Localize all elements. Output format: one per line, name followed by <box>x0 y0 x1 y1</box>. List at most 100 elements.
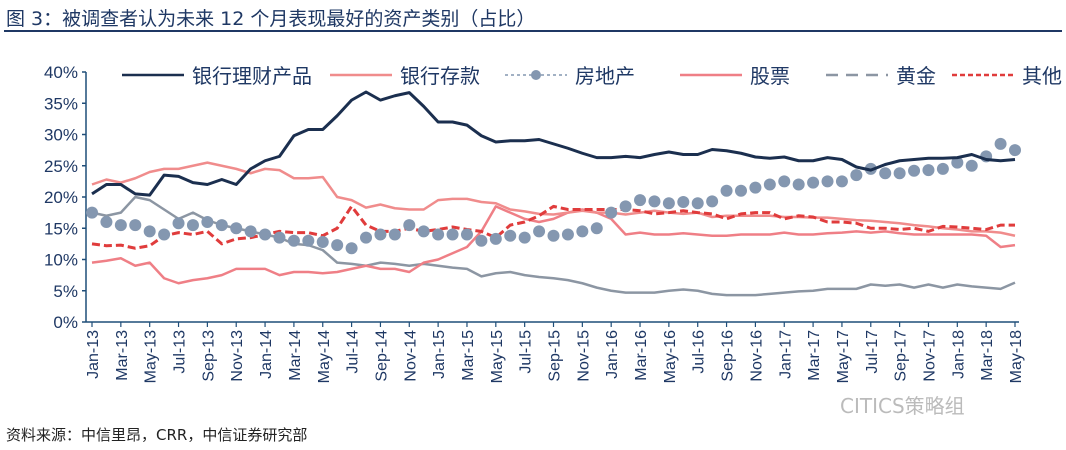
series-2-point <box>648 195 661 208</box>
series-2-point <box>432 228 445 241</box>
watermark: CITICS策略组 <box>840 394 965 418</box>
y-tick-label: 0% <box>53 313 78 332</box>
series-2-point <box>186 219 199 232</box>
x-tick-label: Jan-18 <box>950 330 967 379</box>
series-2-point <box>259 228 272 241</box>
x-tick-label: May-18 <box>1008 330 1025 383</box>
legend-label-3: 股票 <box>750 64 790 88</box>
series-2-point <box>677 196 690 208</box>
series-2-point <box>821 175 834 188</box>
series-5-line <box>91 204 1015 250</box>
series-2-point <box>1009 144 1021 157</box>
series-2-point <box>345 242 358 255</box>
series-2-point <box>316 236 329 248</box>
x-tick-label: Sep-17 <box>893 330 910 382</box>
series-2-point <box>951 156 964 169</box>
series-2-point <box>835 175 848 188</box>
series-1-line <box>91 161 1016 237</box>
series-2-point <box>749 181 762 194</box>
x-tick-label: Jul-13 <box>172 330 189 374</box>
series-2-point <box>850 169 863 182</box>
series-2-point <box>489 232 502 245</box>
source-note: 资料来源：中信里昂，CRR，中信证券研究部 <box>6 426 308 444</box>
series-2-point <box>576 225 589 238</box>
x-tick-label: Jan-17 <box>777 330 794 379</box>
x-tick-label: Sep-16 <box>720 330 737 382</box>
x-tick-label: May-14 <box>316 330 333 383</box>
series-0-line <box>91 90 1016 197</box>
series-2-point <box>388 228 401 241</box>
series-2-point <box>417 225 430 238</box>
y-tick-label: 30% <box>44 126 78 145</box>
series-2-point <box>936 162 949 175</box>
legend-marker-2 <box>531 70 541 80</box>
series-2-point <box>215 219 228 232</box>
series-2-point <box>792 178 805 191</box>
series-2-point <box>720 184 733 197</box>
series-2-point <box>201 216 214 228</box>
series-2-point <box>590 222 603 235</box>
series-2-point <box>244 225 257 238</box>
series-2-point <box>460 228 473 241</box>
x-tick-label: Nov-17 <box>921 330 938 382</box>
x-tick-label: Sep-15 <box>547 330 564 382</box>
series-2-point <box>273 231 286 244</box>
title-divider <box>4 30 1062 32</box>
series-2-point <box>518 231 531 244</box>
series-2-point <box>230 222 243 235</box>
y-tick-label: 10% <box>44 251 78 270</box>
series-2-point <box>446 228 459 241</box>
x-tick-label: Jan-13 <box>85 330 102 379</box>
x-tick-label: May-15 <box>489 330 506 383</box>
chart-title: 图 3：被调查者认为未来 12 个月表现最好的资产类别（占比） <box>6 8 536 30</box>
y-tick-label: 15% <box>44 219 78 238</box>
x-tick-label: May-13 <box>143 330 160 383</box>
x-tick-label: Mar-14 <box>287 330 304 381</box>
x-tick-label: Jul-14 <box>345 330 362 374</box>
series-2-point <box>994 137 1007 150</box>
x-tick-label: May-16 <box>662 330 679 383</box>
series-2-point <box>143 225 156 238</box>
x-tick-label: Sep-13 <box>200 330 217 382</box>
series-2-point <box>734 184 747 197</box>
series-2-point <box>922 164 935 177</box>
series-2-point <box>158 228 171 241</box>
x-tick-label: Nov-13 <box>229 330 246 382</box>
legend-label-2: 房地产 <box>575 64 635 88</box>
series-2-point <box>114 219 127 232</box>
legend-label-1: 银行存款 <box>400 64 480 88</box>
y-tick-label: 25% <box>44 157 78 176</box>
series-2-point <box>547 229 560 242</box>
series-3-line <box>91 205 1016 285</box>
x-tick-label: Mar-13 <box>114 330 131 381</box>
y-tick-label: 5% <box>53 282 78 301</box>
series-2-point <box>533 225 546 238</box>
series-2-point <box>100 216 113 228</box>
series-2-point <box>706 195 719 208</box>
x-tick-label: Jul-17 <box>864 330 881 374</box>
series-2-point <box>86 206 98 219</box>
x-tick-label: Jul-15 <box>518 330 535 374</box>
series-2-point <box>908 164 921 177</box>
x-tick-label: Jan-16 <box>604 330 621 379</box>
x-tick-label: May-17 <box>835 330 852 383</box>
series-2-point <box>302 234 315 247</box>
series-2-point <box>763 178 776 191</box>
series-2-point <box>504 229 517 242</box>
x-tick-label: Nov-16 <box>748 330 765 382</box>
y-tick-label: 35% <box>44 94 78 113</box>
series-2-point <box>331 239 344 252</box>
series-2-point <box>879 167 892 180</box>
series-2-point <box>129 219 142 232</box>
series-2-point <box>360 231 373 244</box>
series-2-point <box>662 197 675 210</box>
series-2-point <box>893 167 906 180</box>
series-2-point <box>778 175 791 188</box>
series-2-point <box>374 228 387 241</box>
series-2-point <box>475 234 488 247</box>
x-tick-label: Sep-14 <box>373 330 390 382</box>
x-tick-label: Nov-14 <box>402 330 419 382</box>
legend-label-0: 银行理财产品 <box>192 64 312 88</box>
series-2-point <box>807 176 820 189</box>
